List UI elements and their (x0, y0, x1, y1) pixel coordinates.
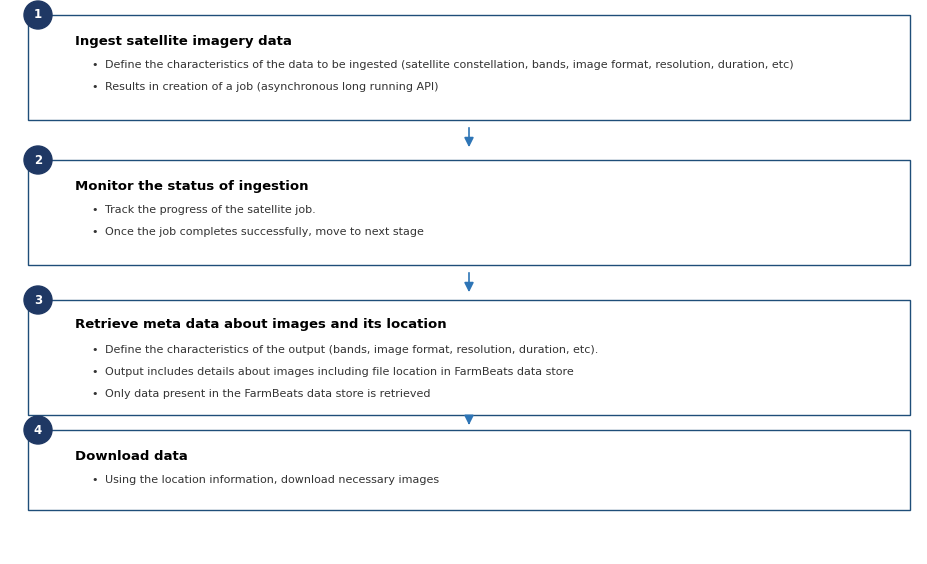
FancyBboxPatch shape (28, 300, 909, 415)
FancyBboxPatch shape (28, 160, 909, 265)
Text: Using the location information, download necessary images: Using the location information, download… (105, 475, 438, 485)
Circle shape (24, 146, 52, 174)
Text: Output includes details about images including file location in FarmBeats data s: Output includes details about images inc… (105, 367, 573, 377)
Text: •: • (92, 205, 98, 215)
Text: •: • (92, 345, 98, 355)
Text: •: • (92, 227, 98, 237)
Text: Only data present in the FarmBeats data store is retrieved: Only data present in the FarmBeats data … (105, 389, 430, 399)
Text: Retrieve meta data about images and its location: Retrieve meta data about images and its … (75, 318, 446, 331)
Text: •: • (92, 389, 98, 399)
FancyBboxPatch shape (28, 15, 909, 120)
Text: Define the characteristics of the data to be ingested (satellite constellation, : Define the characteristics of the data t… (105, 60, 793, 70)
Text: 3: 3 (34, 293, 42, 306)
Text: •: • (92, 367, 98, 377)
Circle shape (24, 286, 52, 314)
Text: Define the characteristics of the output (bands, image format, resolution, durat: Define the characteristics of the output… (105, 345, 598, 355)
Text: Once the job completes successfully, move to next stage: Once the job completes successfully, mov… (105, 227, 424, 237)
Circle shape (24, 416, 52, 444)
Text: 1: 1 (34, 8, 42, 21)
Text: 4: 4 (34, 424, 42, 437)
Text: •: • (92, 82, 98, 92)
Text: Track the progress of the satellite job.: Track the progress of the satellite job. (105, 205, 315, 215)
Text: •: • (92, 475, 98, 485)
Circle shape (24, 1, 52, 29)
Text: Monitor the status of ingestion: Monitor the status of ingestion (75, 180, 308, 193)
Text: •: • (92, 60, 98, 70)
Text: Download data: Download data (75, 450, 187, 463)
FancyBboxPatch shape (28, 430, 909, 510)
Text: 2: 2 (34, 153, 42, 166)
Text: Results in creation of a job (asynchronous long running API): Results in creation of a job (asynchrono… (105, 82, 438, 92)
Text: Ingest satellite imagery data: Ingest satellite imagery data (75, 35, 292, 48)
